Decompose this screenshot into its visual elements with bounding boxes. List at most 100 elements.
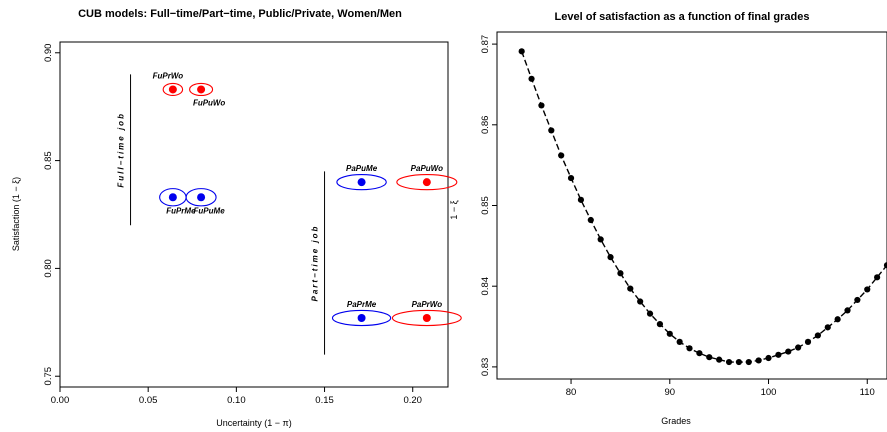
curve-point: [637, 298, 644, 305]
curve-point: [656, 321, 664, 328]
cub-point: [197, 85, 206, 94]
curve-point: [735, 358, 742, 366]
cub-points: [168, 85, 431, 322]
left-x-tick-label: 0.00: [51, 395, 70, 406]
confidence-ellipse: [185, 188, 217, 207]
cub-point: [357, 314, 366, 322]
cub-point: [422, 314, 431, 322]
left-y-tick-label: 0.90: [43, 44, 54, 63]
right-x-axis: 80 90 100 110: [566, 379, 875, 398]
left-x-tick-label: 0.05: [139, 395, 158, 406]
curve-point: [804, 338, 812, 345]
confidence-ellipse: [396, 174, 458, 191]
confidence-ellipses: [159, 82, 462, 327]
curve-point: [874, 274, 881, 281]
left-y-tick-label: 0.75: [43, 367, 54, 386]
curve-point: [834, 316, 841, 323]
confidence-ellipse: [336, 174, 387, 191]
curve-point: [558, 152, 565, 159]
curve-point: [883, 262, 887, 269]
curve-point: [755, 357, 762, 364]
right-y-axis-label: 1 − ξ: [449, 200, 459, 219]
curve-point: [548, 127, 555, 134]
curve-point: [666, 330, 673, 337]
point-label: FuPuMe: [194, 206, 226, 215]
confidence-ellipse: [331, 309, 392, 327]
curve-point: [765, 354, 772, 362]
curve-point: [706, 354, 713, 361]
left-x-axis-label: Uncertainty (1 − π): [216, 418, 292, 428]
right-x-tick-label: 90: [664, 387, 675, 398]
confidence-ellipse: [391, 309, 462, 327]
curve-point: [518, 48, 525, 55]
right-x-tick-label: 80: [566, 387, 577, 398]
curve-point: [587, 216, 594, 224]
curve-point: [617, 270, 624, 277]
curve-point: [567, 174, 575, 182]
confidence-ellipse: [162, 82, 184, 97]
curve-point: [864, 286, 871, 293]
curve-point: [745, 358, 752, 366]
left-chart-title: CUB models: Full−time/Part−time, Public/…: [78, 8, 402, 20]
cub-point: [168, 193, 177, 202]
point-label: PaPrMe: [347, 300, 377, 309]
left-plot-frame: [59, 41, 449, 388]
right-y-tick-label: 0.86: [480, 116, 491, 135]
cub-point: [422, 178, 431, 187]
left-x-axis: 0.00 0.05 0.10 0.15 0.20: [51, 387, 422, 406]
right-y-tick-label: 0.84: [480, 277, 491, 296]
curve-point: [538, 102, 545, 109]
confidence-ellipse: [189, 82, 214, 97]
curve-point: [528, 75, 535, 82]
point-label: FuPuWo: [193, 98, 225, 107]
curve-point: [795, 344, 802, 351]
right-y-tick-label: 0.87: [480, 35, 491, 54]
point-label: FuPrMe: [166, 206, 196, 215]
curve-point: [844, 307, 851, 314]
curve-point: [824, 324, 831, 331]
left-y-axis-label: Satisfaction (1 − ξ): [11, 177, 21, 251]
right-chart-title: Level of satisfaction as a function of f…: [555, 11, 810, 23]
curve-point: [775, 351, 782, 358]
left-y-tick-label: 0.85: [43, 151, 54, 170]
curve-point: [716, 356, 723, 363]
left-x-tick-label: 0.20: [403, 395, 422, 406]
right-x-tick-label: 110: [860, 387, 875, 398]
left-y-axis: 0.75 0.80 0.85 0.90: [43, 44, 60, 386]
curve-point: [597, 236, 604, 243]
left-x-tick-label: 0.15: [315, 395, 334, 406]
point-label: PaPuWo: [411, 164, 443, 173]
left-y-tick-label: 0.80: [43, 259, 54, 278]
curve-point: [854, 296, 861, 304]
right-x-axis-label: Grades: [661, 416, 691, 426]
curve-point: [686, 345, 693, 352]
point-label: PaPrWo: [412, 300, 443, 309]
cub-models-chart: CUB models: Full−time/Part−time, Public/…: [11, 8, 462, 428]
curve-point: [725, 358, 733, 366]
curve-point: [577, 196, 585, 203]
right-y-axis: 0.83 0.84 0.85 0.86 0.87: [480, 35, 497, 376]
right-y-tick-label: 0.85: [480, 196, 491, 215]
point-label: PaPuMe: [346, 164, 378, 173]
cub-point: [168, 85, 177, 94]
curve-point: [785, 348, 792, 355]
curve-point: [627, 285, 634, 292]
right-y-tick-label: 0.83: [480, 358, 491, 377]
satisfaction-curve: [521, 51, 887, 363]
curve-points: [518, 48, 887, 366]
curve-point: [814, 332, 821, 339]
group-label: Part−time job: [311, 225, 320, 302]
cub-point: [357, 178, 366, 187]
group-lines: Full−time job Part−time job: [117, 74, 326, 355]
satisfaction-grades-chart: Level of satisfaction as a function of f…: [449, 11, 887, 426]
curve-point: [607, 254, 614, 261]
curve-point: [696, 350, 703, 357]
cub-point: [197, 193, 206, 202]
left-x-tick-label: 0.10: [227, 395, 246, 406]
curve-point: [646, 310, 654, 317]
curve-point: [676, 338, 683, 345]
point-label: FuPrWo: [153, 71, 184, 80]
group-label: Full−time job: [117, 112, 126, 188]
